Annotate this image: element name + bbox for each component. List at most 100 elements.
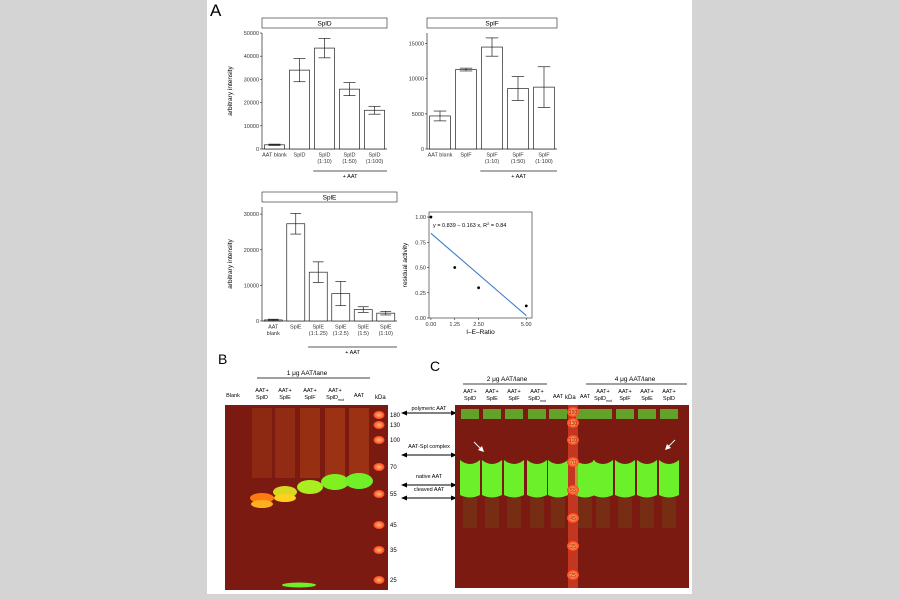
blot-b-lane-label: AAT+	[303, 388, 317, 394]
blot-c-polymer-band	[638, 409, 656, 419]
blot-c-polymer-band	[594, 409, 612, 419]
sple-category-label: (1:10)	[379, 331, 394, 337]
spld-category-label: AAT blank	[262, 153, 287, 159]
spld-category-label: (1:50)	[342, 159, 357, 165]
band-annotation-arrowhead-left	[401, 452, 407, 458]
blot-c-header-left: 2 μg AAT/lane	[487, 376, 528, 383]
blot-c-lane-label: AAT+	[463, 389, 477, 395]
blot-b-lane-label: AAT+	[328, 388, 342, 394]
sple-ytick-label: 30000	[244, 212, 259, 218]
blot-b-lane-label: SplF	[304, 395, 316, 401]
splf-facet-strip	[426, 17, 558, 29]
scatter-point	[477, 286, 480, 290]
sple-category-label: (1:5)	[358, 331, 369, 337]
blot-b-band	[250, 493, 274, 503]
scatter-xtick-label: 2.50	[473, 322, 484, 328]
blot-b-marker-label: 35	[390, 548, 397, 554]
spld-category-label: (1:10)	[317, 159, 332, 165]
spld-ytick-label: 30000	[244, 77, 259, 83]
blot-b-ladder-band	[373, 576, 385, 584]
blot-c-header-right: 4 μg AAT/lane	[615, 376, 656, 383]
blot-b-kda-label: kDa	[375, 395, 386, 401]
sple-ytick-label: 0	[256, 319, 259, 325]
blot-b-ladder-band	[373, 436, 385, 444]
spld-category-label: (1:100)	[366, 159, 384, 165]
blot-c-marker-label: 25	[570, 573, 576, 579]
band-annotation-label: cleaved AAT	[414, 487, 445, 493]
band-annotation-arrowhead-right	[451, 482, 457, 488]
sple-ytick-label: 10000	[244, 283, 259, 289]
spld-bar	[339, 88, 360, 150]
blot-b-marker-label: 100	[390, 438, 401, 444]
blot-c-smear	[463, 498, 477, 528]
chart-residual-activity: 0.00 0.25 0.50 0.75 1.00 0.00 1.25 2.50 5.00 I–E–…	[402, 211, 533, 336]
scatter-ylabel: residual activity	[402, 242, 409, 287]
blot-b-band	[321, 474, 349, 490]
scatter-xtick-label: 0.00	[426, 322, 437, 328]
blot-c-ladder-band	[567, 435, 579, 445]
spld-ylabel: arbitrary intensity	[227, 66, 234, 116]
splf-category-label: (1:10)	[485, 159, 500, 165]
blot-b-smear	[275, 408, 295, 478]
chart-sple: SplE 0 10000 20000 30000 arbitrary intensity A…	[227, 191, 398, 356]
blot-c-lane-label: SplE	[486, 396, 498, 402]
band-annotation-label: native AAT	[416, 474, 443, 480]
spld-ytick-label: 10000	[244, 124, 259, 130]
blot-c-band	[482, 460, 502, 498]
band-annotation-arrowhead-right	[451, 452, 457, 458]
blot-c-smear	[618, 498, 632, 528]
blot-b-ladder-band	[373, 411, 385, 419]
blot-c-marker-label: 100	[569, 438, 578, 444]
scatter-ytick-label: 0.75	[415, 240, 426, 246]
blot-c-smear	[640, 498, 654, 528]
blot-c-lane-label: AAT+	[640, 389, 654, 395]
splf-bar	[481, 46, 503, 150]
sple-category-label: SplE	[290, 325, 302, 331]
panel-label-a: A	[210, 1, 222, 20]
blot-b-lane-label: SplD	[256, 395, 268, 401]
band-annotation-arrowhead-left	[401, 495, 407, 501]
blot-c-lane-label: SplF	[619, 396, 631, 402]
blot-c-smear	[596, 498, 610, 528]
blot-c-band	[548, 460, 568, 498]
sple-group-label: + AAT	[345, 350, 360, 356]
scatter-ytick-label: 1.00	[415, 215, 426, 221]
blot-c-band	[637, 460, 657, 498]
blot-b-dye-front	[282, 582, 316, 588]
figure: A B C SplD01000020000300004000050000arbi…	[210, 1, 689, 590]
blot-c-lane-label: AAT+	[530, 389, 544, 395]
spld-group-label: + AAT	[343, 174, 358, 180]
splf-category-label: (1:100)	[535, 159, 553, 165]
splf-ytick-label: 0	[421, 147, 424, 153]
scatter-ytick-label: 0.00	[415, 316, 426, 322]
blot-b-ladder-band	[373, 463, 385, 471]
splf-ytick-label: 5000	[412, 112, 424, 118]
sple-ylabel: arbitrary intensity	[227, 239, 234, 289]
blot-b-smear	[349, 408, 369, 478]
blot-b-lane-label: SplE	[279, 395, 291, 401]
blot-c-lane-label: AAT+	[596, 389, 610, 395]
blot-c-lane-label: AAT	[580, 394, 591, 400]
splf-category-label: AAT blank	[428, 153, 453, 159]
blot-c-ladder-band	[567, 485, 579, 495]
blot-c-ladder-band	[567, 418, 579, 428]
blot-c-lane-label: SplD	[663, 396, 675, 402]
splf-group-label: + AAT	[511, 174, 526, 180]
blot-c-band	[659, 460, 679, 498]
blot-b: 1 μg AAT/lane kDa BlankAAT+SplDAAT+SplEA…	[225, 370, 401, 590]
band-annotation-arrowhead-left	[401, 482, 407, 488]
spld-ytick-label: 50000	[244, 31, 259, 37]
blot-b-smear	[300, 408, 320, 478]
spld-category-label: SplD	[319, 153, 331, 159]
blot-c-polymer-band	[576, 409, 594, 419]
blot-b-marker-label: 130	[390, 423, 401, 429]
blot-b-header: 1 μg AAT/lane	[287, 370, 328, 377]
sple-ytick-label: 20000	[244, 248, 259, 254]
blot-c-lane-label: SplE	[641, 396, 653, 402]
blot-c-lane-label: SplDmut	[594, 396, 612, 403]
band-annotation-label: polymeric AAT	[411, 406, 447, 412]
blot-c-polymer-band	[528, 409, 546, 419]
scatter-xlabel: I–E–Ratio	[466, 329, 495, 336]
blot-b-ladder-band	[373, 421, 385, 429]
band-annotation-arrowhead-right	[451, 495, 457, 501]
